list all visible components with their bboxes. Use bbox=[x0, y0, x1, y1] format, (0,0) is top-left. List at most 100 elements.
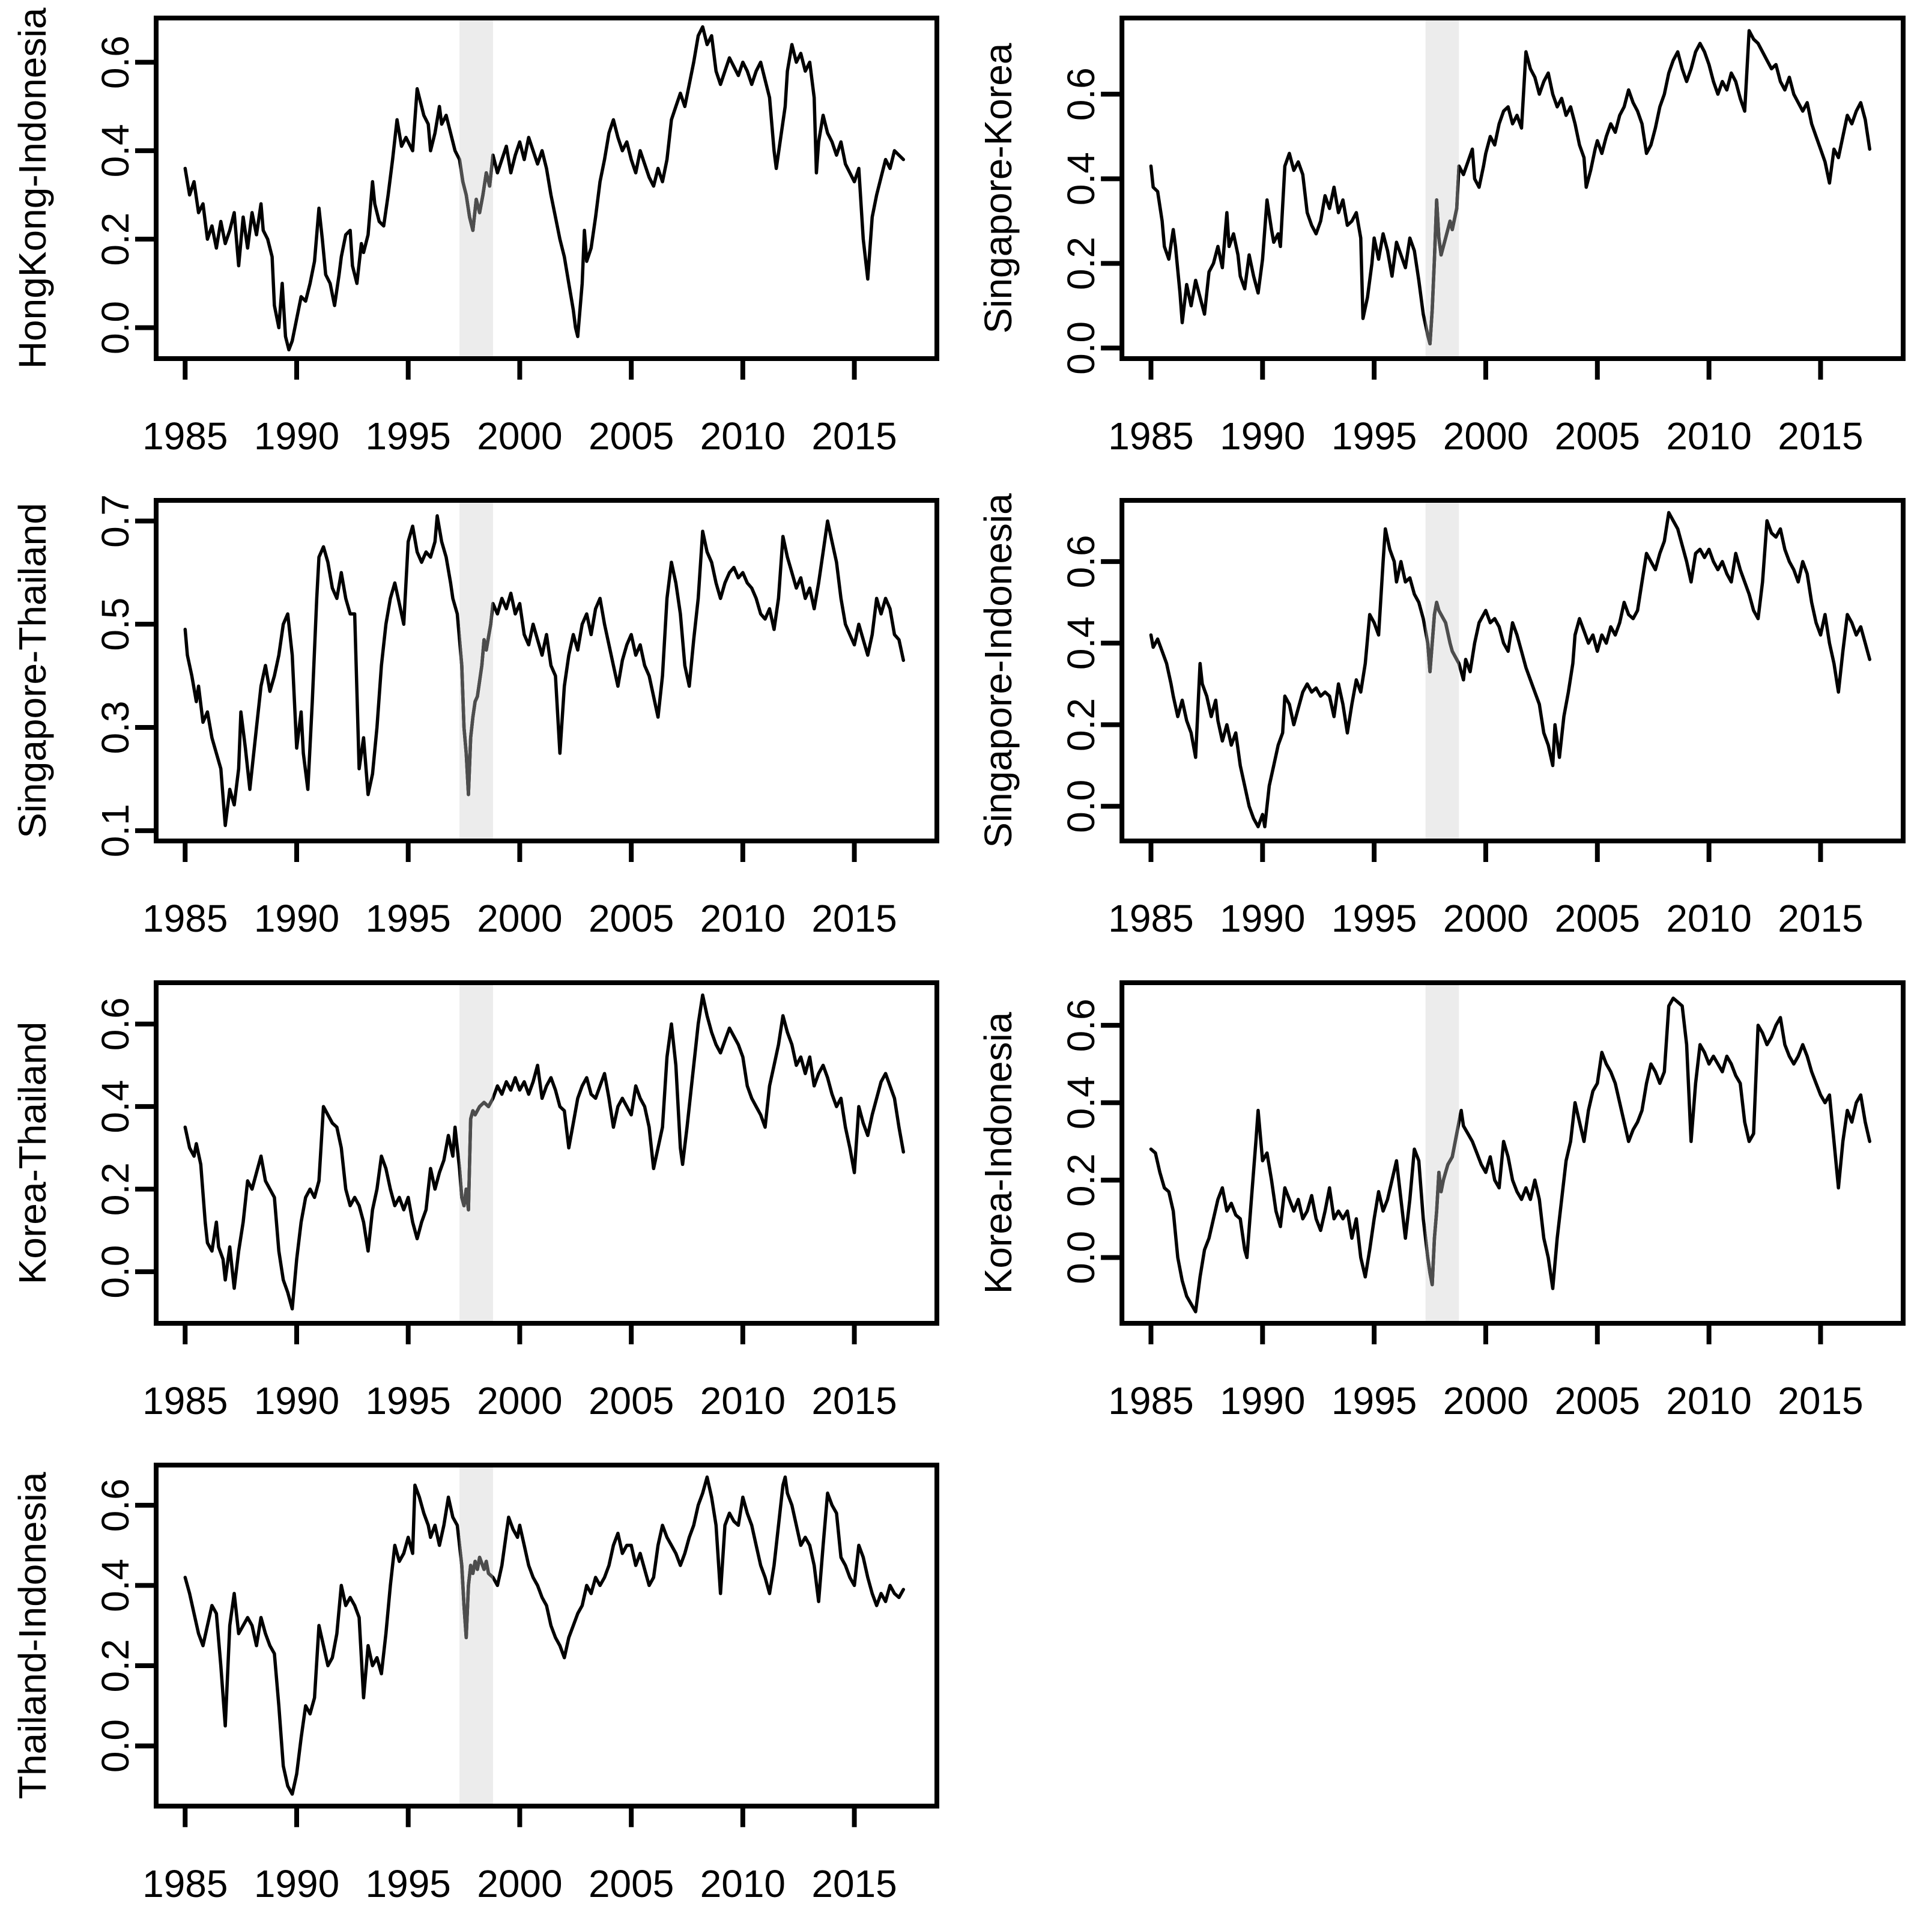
y-tick-label: 0.2 bbox=[1059, 698, 1103, 751]
y-axis-title: Korea-Indonesia bbox=[977, 1012, 1020, 1294]
series-line-korea-thailand bbox=[183, 993, 906, 1311]
y-tick-label: 0.4 bbox=[1059, 1076, 1103, 1129]
y-tick-label: 0.1 bbox=[94, 804, 137, 857]
y-axis-title: Singapore-Korea bbox=[977, 43, 1020, 333]
y-axis-title: Singapore-Indonesia bbox=[977, 493, 1020, 848]
x-tick-label: 2015 bbox=[811, 1862, 897, 1905]
x-tick-label: 1990 bbox=[254, 897, 339, 940]
chart-cell-singapore-thailand: 1985 1990 1995 2000 2005 2010 2015 0.1 0.3 0.5 0.7… bbox=[0, 482, 966, 965]
x-tick-label: 1990 bbox=[254, 1862, 339, 1905]
plot-box bbox=[154, 980, 939, 1326]
x-tick-label: 1985 bbox=[142, 1862, 228, 1905]
chart-cell-korea-thailand: 1985 1990 1995 2000 2005 2010 2015 0.0 0.2 0.4 0.6… bbox=[0, 965, 966, 1447]
series-line-crisis-segment bbox=[1425, 164, 1459, 346]
crisis-band bbox=[459, 500, 493, 841]
y-axis-title: Thailand-Indonesia bbox=[11, 1472, 54, 1799]
series-line-singapore-korea bbox=[1149, 29, 1871, 346]
y-tick-label: 0.6 bbox=[94, 35, 137, 89]
x-tick-label: 2000 bbox=[1443, 1379, 1528, 1422]
series-line-crisis-segment bbox=[459, 153, 493, 232]
series-line-hongkong-indonesia bbox=[183, 25, 906, 352]
x-tick-label: 2000 bbox=[477, 1379, 562, 1422]
series-line-crisis-segment bbox=[1425, 601, 1459, 673]
plot-box bbox=[1119, 498, 1906, 843]
chart-singapore-korea: 1985 1990 1995 2000 2005 2010 2015 0.0 0.2 0.4 0.6… bbox=[977, 16, 1906, 458]
crisis-band bbox=[459, 983, 493, 1323]
y-tick-label: 0.0 bbox=[94, 1245, 137, 1299]
chart-singapore-indonesia: 1985 1990 1995 2000 2005 2010 2015 0.0 0.2 0.4 0.6… bbox=[977, 493, 1906, 940]
x-tick-label: 1995 bbox=[366, 897, 451, 940]
y-tick-label: 0.6 bbox=[94, 1478, 137, 1532]
x-tick-label: 2005 bbox=[589, 414, 674, 458]
y-tick-label: 0.7 bbox=[94, 494, 137, 548]
x-tick-label: 1995 bbox=[366, 414, 451, 458]
x-tick-label: 1990 bbox=[254, 414, 339, 458]
y-tick-label: 0.0 bbox=[94, 301, 137, 354]
x-tick-label: 1990 bbox=[1220, 897, 1305, 940]
y-tick-label: 0.4 bbox=[94, 1559, 137, 1612]
x-tick-label: 2015 bbox=[1778, 414, 1863, 458]
x-tick-label: 1990 bbox=[1220, 414, 1305, 458]
y-tick-label: 0.6 bbox=[1059, 998, 1103, 1052]
chart-cell-thailand-indonesia: 1985 1990 1995 2000 2005 2010 2015 0.0 0.2 0.4 0.6… bbox=[0, 1447, 966, 1930]
series-line-singapore-indonesia bbox=[1149, 511, 1871, 828]
x-tick-label: 1985 bbox=[1108, 897, 1193, 940]
x-tick-label: 1985 bbox=[142, 897, 228, 940]
chart-cell-korea-indonesia: 1985 1990 1995 2000 2005 2010 2015 0.0 0.2 0.4 0.6… bbox=[966, 965, 1932, 1447]
chart-cell-hongkong-indonesia: 1985 1990 1995 2000 2005 2010 2015 0.0 0.2 0.4 0.6… bbox=[0, 0, 966, 482]
y-tick-label: 0.6 bbox=[1059, 535, 1103, 588]
x-tick-label: 2000 bbox=[477, 414, 562, 458]
y-tick-label: 0.2 bbox=[1059, 237, 1103, 290]
x-tick-label: 2000 bbox=[1443, 897, 1528, 940]
x-tick-label: 2010 bbox=[700, 897, 786, 940]
y-tick-label: 0.2 bbox=[94, 1162, 137, 1216]
x-tick-label: 2005 bbox=[589, 897, 674, 940]
x-tick-label: 2005 bbox=[589, 1862, 674, 1905]
x-tick-label: 2005 bbox=[1555, 897, 1640, 940]
series-line-singapore-thailand bbox=[183, 514, 906, 827]
series-line-crisis-segment bbox=[459, 1093, 493, 1212]
x-tick-label: 1985 bbox=[142, 1379, 228, 1422]
x-tick-label: 2010 bbox=[1666, 897, 1751, 940]
x-tick-label: 2015 bbox=[1778, 1379, 1863, 1422]
y-tick-label: 0.4 bbox=[1059, 152, 1103, 205]
x-tick-label: 2005 bbox=[1555, 414, 1640, 458]
chart-cell-singapore-indonesia: 1985 1990 1995 2000 2005 2010 2015 0.0 0.2 0.4 0.6… bbox=[966, 482, 1932, 965]
plot-box bbox=[154, 1463, 939, 1809]
x-tick-label: 2010 bbox=[700, 1379, 786, 1422]
series-line-crisis-segment bbox=[1425, 1113, 1459, 1287]
x-tick-label: 2010 bbox=[700, 1862, 786, 1905]
y-axis-title: HongKong-Indonesia bbox=[11, 7, 54, 369]
y-tick-label: 0.3 bbox=[94, 701, 137, 754]
y-tick-label: 0.2 bbox=[1059, 1153, 1103, 1207]
x-tick-label: 2005 bbox=[589, 1379, 674, 1422]
x-tick-label: 2005 bbox=[1555, 1379, 1640, 1422]
x-tick-label: 1990 bbox=[1220, 1379, 1305, 1422]
chart-cell-singapore-korea: 1985 1990 1995 2000 2005 2010 2015 0.0 0.2 0.4 0.6… bbox=[966, 0, 1932, 482]
x-tick-label: 1985 bbox=[1108, 414, 1193, 458]
x-tick-label: 2015 bbox=[811, 897, 897, 940]
plot-box bbox=[1119, 980, 1906, 1326]
x-tick-label: 1995 bbox=[1331, 414, 1417, 458]
series-line-thailand-indonesia bbox=[183, 1475, 906, 1796]
chart-hongkong-indonesia: 1985 1990 1995 2000 2005 2010 2015 0.0 0.2 0.4 0.6… bbox=[11, 7, 939, 458]
chart-korea-thailand: 1985 1990 1995 2000 2005 2010 2015 0.0 0.2 0.4 0.6… bbox=[11, 980, 939, 1422]
x-tick-label: 2000 bbox=[477, 1862, 562, 1905]
x-tick-label: 1990 bbox=[254, 1379, 339, 1422]
crisis-band bbox=[1425, 18, 1459, 359]
y-tick-label: 0.0 bbox=[94, 1719, 137, 1773]
x-tick-label: 2015 bbox=[811, 414, 897, 458]
y-tick-label: 0.0 bbox=[1059, 1231, 1103, 1284]
y-tick-label: 0.6 bbox=[1059, 67, 1103, 121]
y-tick-label: 0.0 bbox=[1059, 780, 1103, 833]
x-tick-label: 2010 bbox=[1666, 414, 1751, 458]
y-tick-label: 0.4 bbox=[94, 1080, 137, 1133]
plot-box bbox=[154, 498, 939, 843]
x-tick-label: 1995 bbox=[1331, 897, 1417, 940]
x-tick-label: 1985 bbox=[142, 414, 228, 458]
chart-thailand-indonesia: 1985 1990 1995 2000 2005 2010 2015 0.0 0.2 0.4 0.6… bbox=[11, 1463, 939, 1905]
x-tick-label: 2015 bbox=[811, 1379, 897, 1422]
x-tick-label: 1995 bbox=[1331, 1379, 1417, 1422]
y-tick-label: 0.4 bbox=[94, 124, 137, 177]
